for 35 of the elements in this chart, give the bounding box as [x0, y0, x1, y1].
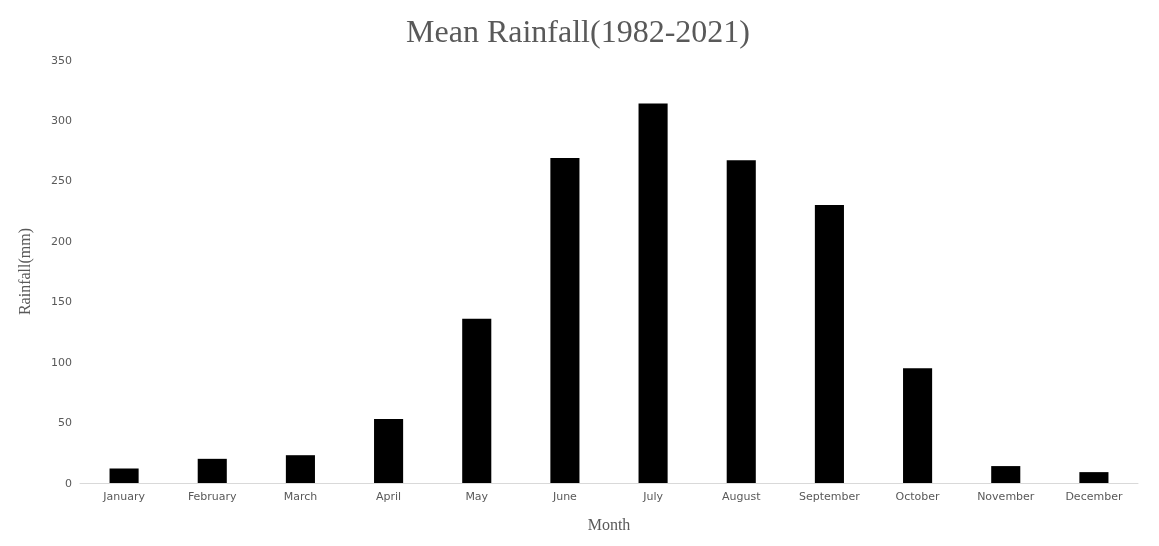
bar: [1079, 472, 1109, 483]
x-tick-label: October: [895, 490, 941, 503]
y-tick-label: 350: [51, 53, 72, 67]
x-tick-label: February: [187, 490, 238, 503]
y-tick-label: 100: [51, 355, 72, 369]
y-tick-label: 200: [51, 234, 72, 248]
bar: [462, 318, 492, 483]
x-tick-label: December: [1065, 490, 1123, 503]
y-axis-title: Rainfall(mm): [15, 227, 34, 316]
y-tick-label: 250: [51, 174, 72, 188]
bar: [814, 205, 844, 483]
y-tick-label: 150: [51, 295, 72, 309]
y-tick-label: 50: [58, 416, 72, 430]
x-tick-label: April: [376, 490, 402, 503]
bar: [550, 157, 580, 483]
x-tick-label: September: [799, 490, 861, 503]
x-tick-label: July: [642, 490, 664, 503]
bar: [197, 458, 227, 483]
x-tick-label: June: [551, 490, 578, 503]
bar: [991, 466, 1021, 483]
bar: [285, 455, 315, 483]
bar: [726, 160, 756, 483]
y-tick-label: 0: [65, 476, 72, 490]
bar: [903, 368, 933, 483]
x-tick-label: August: [722, 490, 762, 503]
x-tick-label: January: [102, 490, 146, 503]
y-tick-label: 300: [51, 113, 72, 127]
bar: [374, 418, 404, 483]
x-tick-label: March: [283, 490, 318, 503]
x-tick-label: November: [977, 490, 1035, 503]
bar: [638, 103, 668, 483]
x-tick-label: May: [465, 490, 489, 503]
bar: [109, 468, 139, 483]
x-axis-title: Month: [587, 515, 631, 533]
chart-title: Mean Rainfall(1982-2021): [406, 13, 750, 49]
